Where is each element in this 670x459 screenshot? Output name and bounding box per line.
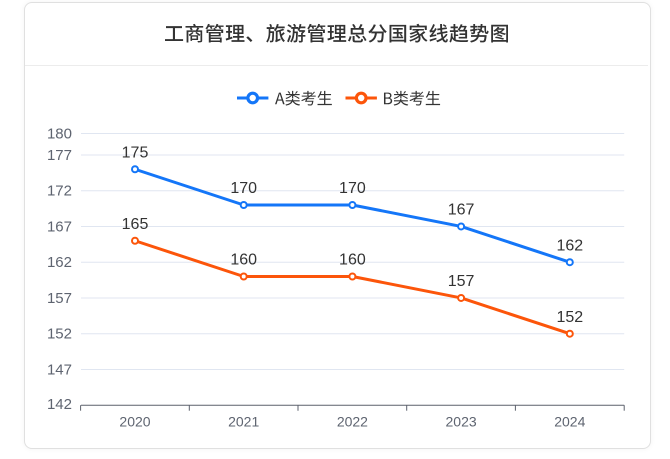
svg-text:2021: 2021 [228,414,259,430]
svg-text:157: 157 [448,273,475,290]
svg-text:152: 152 [47,326,72,343]
svg-text:142: 142 [47,396,72,413]
svg-text:177: 177 [47,147,72,164]
svg-text:170: 170 [230,180,257,197]
svg-text:167: 167 [47,218,72,235]
svg-text:180: 180 [47,126,72,143]
svg-text:165: 165 [122,216,149,233]
svg-text:147: 147 [47,361,72,378]
svg-text:2022: 2022 [337,414,368,430]
svg-text:2024: 2024 [554,414,585,430]
svg-text:2020: 2020 [119,414,150,430]
svg-text:167: 167 [448,202,475,219]
svg-text:2023: 2023 [446,414,477,430]
svg-text:157: 157 [47,290,72,307]
svg-text:152: 152 [556,309,583,326]
svg-text:172: 172 [47,183,72,200]
svg-text:175: 175 [122,144,149,161]
svg-text:160: 160 [339,252,366,269]
svg-text:162: 162 [556,237,583,254]
svg-text:170: 170 [339,180,366,197]
svg-text:162: 162 [47,254,72,271]
svg-text:160: 160 [230,252,257,269]
